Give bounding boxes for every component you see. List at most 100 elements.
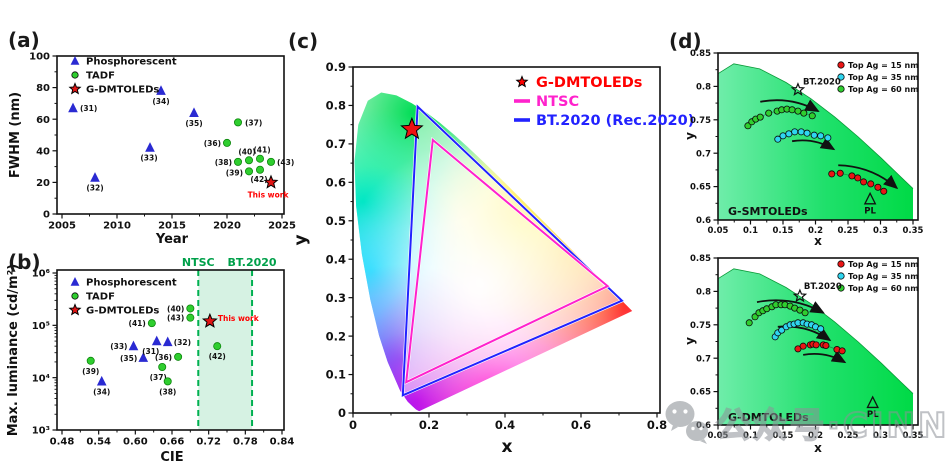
legend-star-marker bbox=[68, 303, 82, 316]
point-label: (32) bbox=[86, 184, 103, 193]
g-dmtoleds-star bbox=[400, 116, 424, 140]
y-tick-label: 0.1 bbox=[326, 368, 346, 382]
bt2020-star bbox=[790, 82, 806, 96]
data-point bbox=[151, 335, 162, 346]
data-point bbox=[162, 336, 173, 347]
x-tick-label: 0.15 bbox=[773, 226, 794, 236]
point-label: (32) bbox=[174, 338, 191, 347]
x-tick-label: 0.78 bbox=[233, 437, 258, 448]
y-axis-title: y bbox=[683, 132, 697, 140]
panel-inner-title: G-SMTOLEDs bbox=[728, 205, 808, 218]
data-point bbox=[854, 174, 862, 182]
point-label: (39) bbox=[82, 367, 99, 376]
y-tick-label: 0 bbox=[338, 406, 346, 420]
data-point bbox=[68, 102, 78, 113]
data-point bbox=[263, 174, 279, 189]
y-axis-title: FWHM (nm) bbox=[8, 92, 23, 178]
data-point bbox=[244, 167, 253, 176]
gamut-label: NTSC bbox=[182, 256, 215, 269]
trend-arrow bbox=[802, 350, 847, 364]
data-point bbox=[96, 375, 107, 386]
legend: Phosphorescent TADF G-DMTOLEDs bbox=[68, 55, 177, 96]
data-point bbox=[189, 107, 199, 118]
data-point bbox=[138, 352, 149, 362]
bt2020-annotation: BT.2020 bbox=[804, 282, 842, 292]
point-label: (41) bbox=[129, 319, 146, 328]
x-tick-label: 0.2 bbox=[419, 418, 439, 432]
data-point bbox=[812, 341, 820, 349]
series-top-ag-60-nm bbox=[745, 301, 809, 327]
point-label: (35) bbox=[185, 119, 202, 128]
series-tadf: (39) (41) (37) (38) (36) (40)(43) (42) bbox=[82, 304, 226, 396]
data-point bbox=[801, 309, 809, 317]
data-point bbox=[255, 154, 264, 163]
data-point bbox=[817, 325, 825, 333]
panel-d-label: (d) bbox=[669, 29, 702, 53]
x-tick-label: 0.2 bbox=[808, 431, 823, 441]
y-tick-label: 60 bbox=[36, 115, 50, 126]
legend: Phosphorescent TADF G-DMTOLEDs bbox=[68, 276, 177, 317]
trend-arrow bbox=[777, 325, 832, 342]
pl-annotation: PL bbox=[867, 410, 879, 420]
y-tick-label: 0.75 bbox=[690, 116, 711, 126]
y-tick-label: 0.6 bbox=[696, 421, 711, 431]
point-label: (38) bbox=[215, 158, 232, 167]
data-point bbox=[756, 113, 764, 121]
point-label: (36) bbox=[204, 139, 221, 148]
point-label: (33) bbox=[140, 154, 157, 163]
point-label: This work bbox=[218, 314, 260, 323]
point-label: (42) bbox=[250, 175, 267, 184]
trend-arrow bbox=[791, 137, 836, 151]
data-point bbox=[186, 304, 195, 313]
y-axis-title: y bbox=[291, 234, 311, 245]
series-top-ag-60-nm bbox=[744, 105, 816, 130]
gamut-label: BT.2020 bbox=[228, 256, 277, 269]
x-tick-label: 0.3 bbox=[873, 226, 888, 236]
legend-label: Phosphorescent bbox=[86, 57, 177, 68]
y-tick-label: 0.6 bbox=[696, 216, 711, 226]
panel-a: 2005 2010 2015 2020 2025 0 20 40 60 80 100 Year FWHM… bbox=[8, 52, 296, 247]
panel-c-label: (c) bbox=[288, 29, 319, 53]
data-point bbox=[156, 85, 166, 95]
x-tick-label: 0.1 bbox=[743, 226, 758, 236]
legend-circle-marker bbox=[837, 272, 845, 280]
legend-label: G-DMTOLEDs bbox=[86, 306, 159, 317]
legend-label: Top Ag = 15 nm bbox=[848, 61, 919, 70]
y-tick-label: 0 bbox=[43, 210, 50, 221]
data-point bbox=[824, 134, 832, 142]
data-point bbox=[163, 377, 172, 386]
series-top-ag-15-nm bbox=[794, 340, 846, 355]
point-label: (40) bbox=[238, 147, 255, 156]
x-tick-label: 2005 bbox=[48, 221, 76, 232]
y-tick-label: 0.7 bbox=[696, 354, 711, 364]
legend: Top Ag = 15 nm Top Ag = 35 nm Top Ag = 60 … bbox=[837, 260, 919, 293]
x-axis-title: x bbox=[814, 441, 822, 455]
y-axis-title: y bbox=[683, 337, 697, 345]
y-tick-label: 0.4 bbox=[326, 252, 346, 266]
y-tick-label: 0.3 bbox=[326, 291, 346, 305]
point-label: (34) bbox=[93, 387, 110, 396]
y-tick-label: 0.8 bbox=[696, 82, 711, 92]
pl-triangle bbox=[866, 395, 880, 409]
legend-label: Top Ag = 60 nm bbox=[848, 85, 919, 94]
data-point bbox=[765, 109, 773, 117]
gamut-bt.2020-outline bbox=[401, 104, 624, 397]
data-point bbox=[779, 132, 787, 140]
x-tick-label: 0.8 bbox=[647, 418, 667, 432]
point-label: (43) bbox=[277, 158, 294, 167]
legend-label: Top Ag = 35 nm bbox=[848, 272, 919, 281]
x-tick-label: 0.4 bbox=[495, 418, 515, 432]
series-phosphorescent: (31) (32) (33) (34) (35) bbox=[68, 85, 203, 193]
trend-arrow bbox=[756, 299, 825, 314]
bt2020-annotation: BT.2020 bbox=[803, 78, 841, 88]
x-tick-label: 0.25 bbox=[838, 226, 859, 236]
trend-arrow bbox=[838, 164, 899, 190]
legend-circle-marker bbox=[71, 292, 79, 300]
data-point bbox=[817, 132, 825, 140]
x-tick-label: 0.72 bbox=[196, 437, 221, 448]
x-tick-label: 0.1 bbox=[743, 431, 758, 441]
data-point bbox=[799, 342, 807, 350]
y-tick-label: 0.2 bbox=[326, 329, 346, 343]
legend-label: Top Ag = 60 nm bbox=[848, 284, 919, 293]
data-point bbox=[86, 356, 95, 365]
